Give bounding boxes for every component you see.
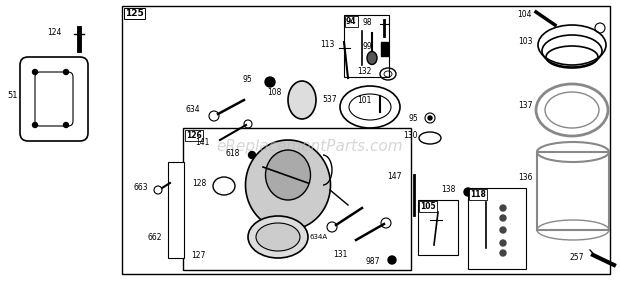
Circle shape [500,205,506,211]
Bar [418,200,458,255]
Text: 131: 131 [334,250,348,259]
Text: 126: 126 [186,131,202,140]
Text: 141: 141 [196,138,210,147]
Text: 108: 108 [268,88,282,97]
Text: 101: 101 [358,96,372,105]
Ellipse shape [367,52,377,65]
Circle shape [500,250,506,256]
Text: 130: 130 [404,131,418,140]
Text: 98: 98 [362,18,372,27]
Text: 634A: 634A [310,234,328,240]
Text: 113: 113 [321,40,335,49]
Circle shape [388,256,396,264]
Text: 987: 987 [366,257,380,266]
Text: 137: 137 [518,100,533,109]
Text: 105: 105 [420,202,436,211]
Bar [468,188,526,269]
Circle shape [500,215,506,221]
Text: 138: 138 [441,186,456,195]
Circle shape [63,122,68,127]
Circle shape [500,240,506,246]
Text: 147: 147 [388,172,402,181]
Bar [537,152,609,230]
Bar [344,15,389,77]
Text: 537: 537 [322,96,337,105]
Circle shape [265,77,275,87]
Circle shape [500,227,506,233]
Circle shape [249,151,255,158]
Text: 125: 125 [125,9,144,18]
Text: 103: 103 [518,38,533,47]
Text: 618: 618 [226,149,240,158]
Text: 51: 51 [7,91,18,100]
Ellipse shape [248,216,308,258]
Text: 124: 124 [48,28,62,37]
Text: 94: 94 [346,17,356,26]
Text: 128: 128 [192,179,206,188]
Ellipse shape [246,140,330,230]
Circle shape [32,69,37,74]
Circle shape [63,69,68,74]
Text: 257: 257 [570,254,584,263]
Text: 95: 95 [408,114,418,123]
Bar [381,42,388,56]
Text: 132: 132 [358,67,372,76]
Text: eReplacementParts.com: eReplacementParts.com [216,139,404,154]
Text: 634: 634 [185,105,200,114]
Circle shape [32,122,37,127]
Bar [122,6,610,274]
Text: 104: 104 [518,10,532,19]
Circle shape [464,188,472,196]
Text: 662: 662 [148,233,162,243]
Ellipse shape [265,150,311,200]
Ellipse shape [288,81,316,119]
Text: 136: 136 [518,173,533,182]
Text: 127: 127 [192,250,206,259]
Bar [183,128,411,270]
Text: 118: 118 [470,190,486,199]
Bar [168,162,184,258]
Ellipse shape [256,223,300,251]
Text: 99: 99 [362,42,372,51]
Text: 95: 95 [242,76,252,85]
Circle shape [428,116,432,120]
Text: 663: 663 [133,184,148,193]
